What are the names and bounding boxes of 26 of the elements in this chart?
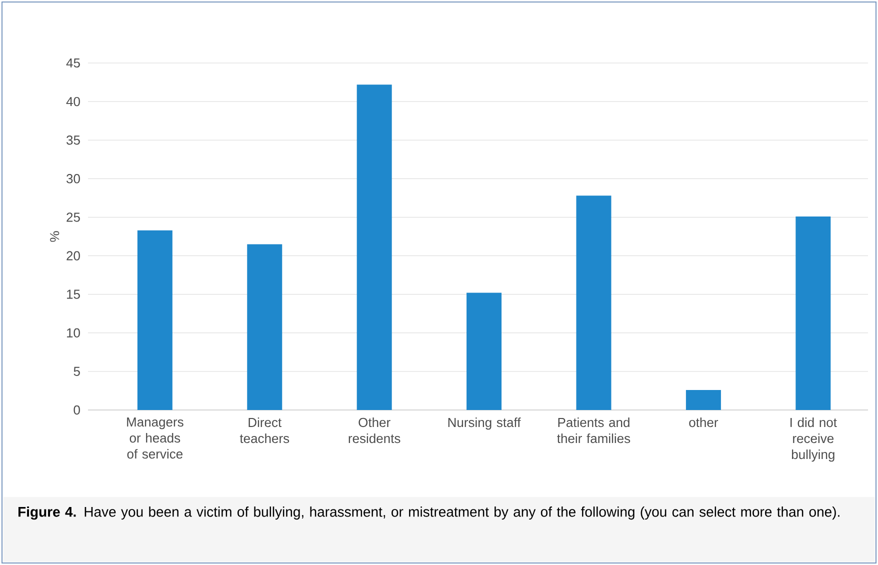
bar	[466, 292, 502, 410]
y-tick-label: 20	[66, 251, 80, 260]
bar	[686, 390, 721, 410]
y-axis-title: %	[50, 231, 60, 242]
x-tick-label: I did not receive bullying	[790, 418, 837, 462]
y-tick-label: 0	[74, 405, 80, 415]
y-tick-label: 30	[66, 174, 80, 184]
x-tick-label: Nursing staff	[448, 418, 521, 430]
x-tick-label: Managers or heads of service	[127, 418, 184, 459]
bar	[356, 84, 392, 410]
y-tick-label: 40	[66, 96, 80, 106]
y-tick-label: 25	[66, 212, 80, 222]
y-tick-label: 10	[66, 328, 80, 338]
x-tick-label: Patients and their families	[557, 418, 630, 444]
y-tick-label: 15	[66, 290, 80, 299]
bar	[576, 196, 612, 410]
x-tick-label: Direct teachers	[240, 418, 290, 444]
x-tick-label: other	[689, 418, 718, 428]
text: Figure 4. Have you been a victim of bullying, harassment, or mistreatment by any of the following (you can select more than one).	[18, 506, 840, 520]
x-tick-label: Other residents	[348, 418, 400, 444]
y-tick-label: 35	[66, 136, 80, 145]
y-tick-label: 5	[74, 366, 80, 376]
bar	[796, 216, 831, 410]
bar	[247, 244, 282, 410]
y-tick-label: 45	[66, 58, 80, 68]
bar	[137, 230, 172, 410]
